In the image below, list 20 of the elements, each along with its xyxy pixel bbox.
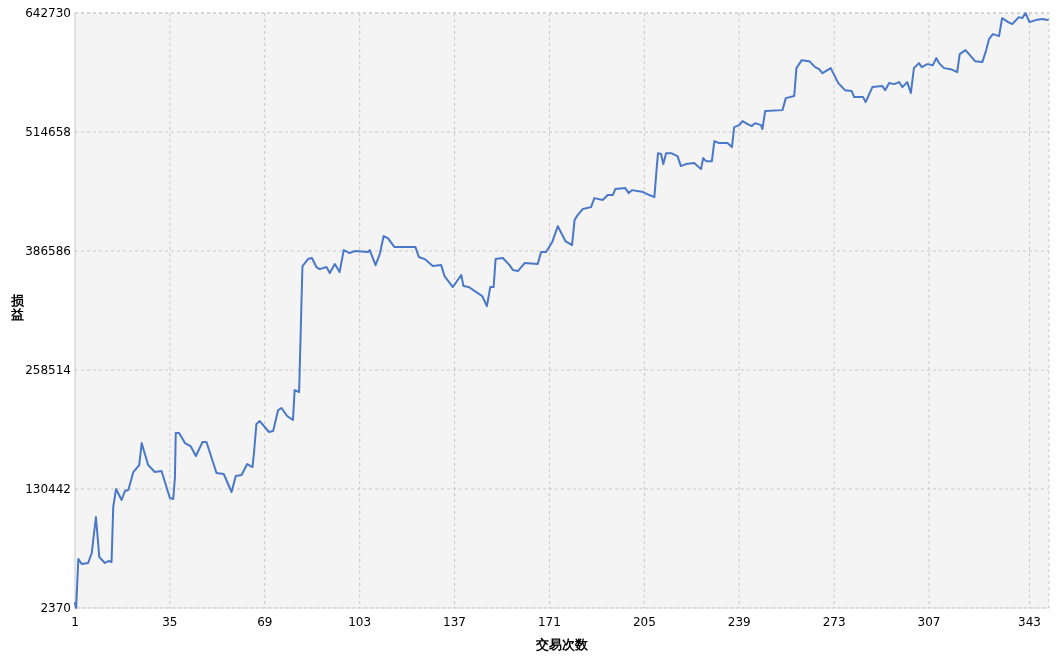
x-tick-label: 273 (822, 615, 846, 629)
x-tick-label: 137 (443, 615, 467, 629)
y-tick-label: 2370 (40, 601, 71, 616)
x-tick-label: 343 (1018, 615, 1041, 629)
x-tick-label: 1 (71, 615, 79, 629)
x-tick-label: 69 (257, 615, 273, 629)
x-tick-label: 205 (632, 615, 656, 629)
x-tick-label: 307 (917, 615, 941, 629)
x-tick-label: 35 (162, 615, 178, 629)
x-axis-title: 交易次数 (535, 637, 589, 652)
y-tick-label: 130442 (25, 482, 71, 497)
line-series (74, 12, 1049, 609)
y-tick-label: 258514 (25, 363, 71, 378)
x-tick-label: 103 (348, 615, 372, 629)
x-tick-label: 239 (727, 615, 751, 629)
y-tick-label: 386586 (25, 244, 71, 259)
y-axis-title: 损益 (9, 292, 25, 322)
x-tick-label: 171 (537, 615, 561, 629)
y-tick-label: 514658 (25, 125, 71, 140)
y-tick-label: 642730 (25, 6, 71, 21)
